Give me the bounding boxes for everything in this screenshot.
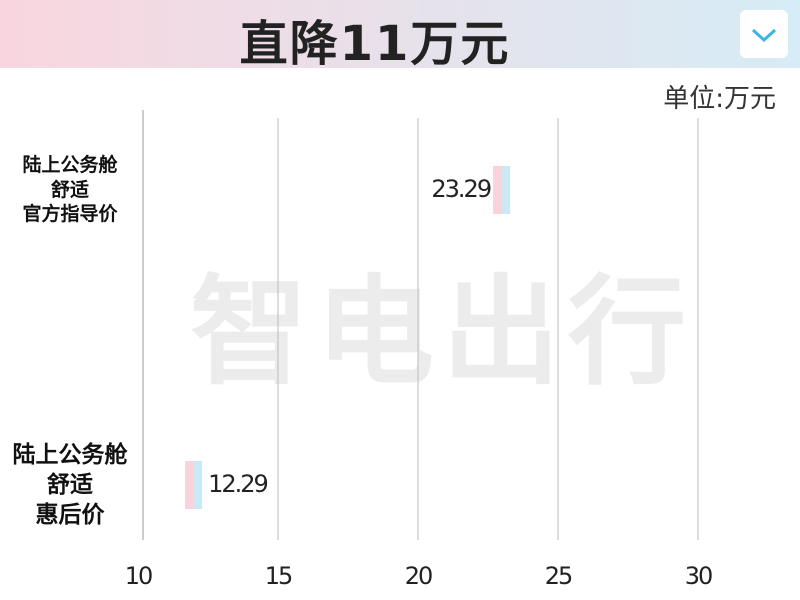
bar xyxy=(185,461,203,509)
header xyxy=(0,0,800,68)
x-tick-label: 10 xyxy=(125,562,152,590)
x-tick-label: 20 xyxy=(405,562,432,590)
value-label: 12.29 xyxy=(208,470,267,498)
value-label: 23.29 xyxy=(431,175,490,203)
bar xyxy=(493,166,511,214)
category-label: 陆上公务舱 舒适 官方指导价 xyxy=(22,153,118,226)
page-title: 直降11万元 xyxy=(239,16,511,72)
chevron-icon xyxy=(751,28,777,43)
x-tick-label: 30 xyxy=(685,562,712,590)
category-label: 陆上公务舱 舒适 惠后价 xyxy=(12,441,128,528)
expand-button[interactable] xyxy=(740,10,788,58)
x-tick-label: 15 xyxy=(265,562,292,590)
watermark: 智电出行 xyxy=(190,263,695,401)
unit-label: 单位:万元 xyxy=(663,84,776,114)
x-tick-label: 25 xyxy=(545,562,572,590)
